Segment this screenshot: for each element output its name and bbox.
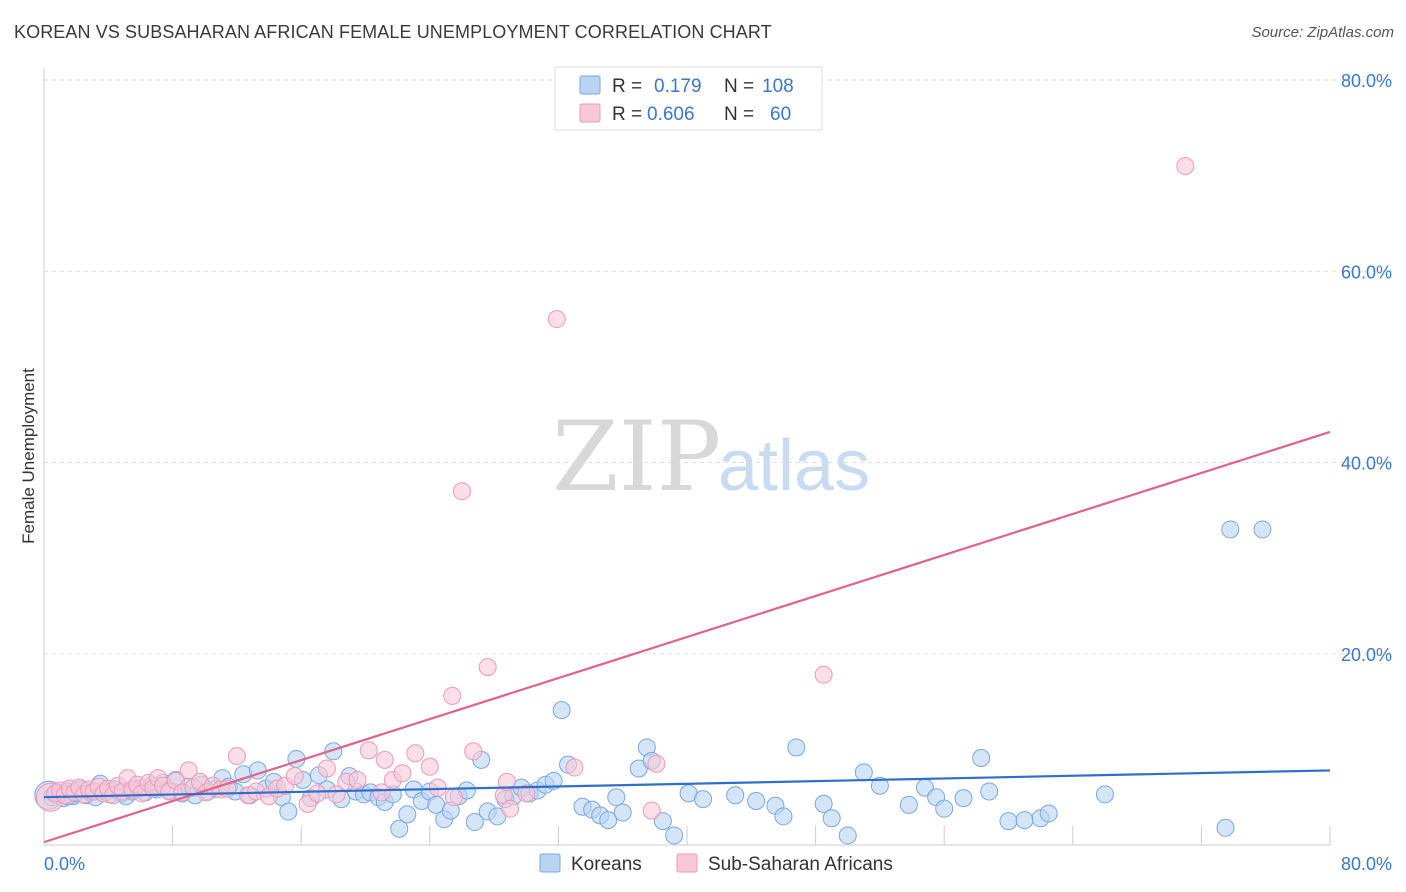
watermark-zip: ZIP [552, 401, 721, 513]
korean-point [774, 807, 793, 826]
korean-point [324, 742, 343, 761]
trend-lines [43, 430, 1331, 844]
x-tick-labels: 0.0% 80.0% [44, 854, 1392, 874]
subsaharan-points [35, 157, 1195, 820]
subsaharan-point [565, 758, 584, 777]
subsaharan-point [227, 747, 246, 766]
legend-n-label-koreans: N = [724, 76, 754, 97]
subsaharan-point [420, 757, 439, 776]
correlation-legend: R = 0.179 N = 108 R = 0.606 N = 60 [554, 66, 823, 131]
y-tick-label: 60.0% [1341, 262, 1392, 282]
legend-r-label-koreans: R = [612, 76, 642, 97]
korean-point [980, 782, 999, 801]
subsaharan-point [452, 482, 471, 501]
korean-point [552, 701, 571, 720]
korean-point [694, 790, 713, 809]
subsaharan-point [497, 772, 516, 791]
bottom-legend-swatch-koreans [539, 853, 561, 873]
korean-point [870, 776, 889, 795]
korean-point [822, 809, 841, 828]
watermark-atlas: atlas [718, 426, 870, 506]
subsaharan-trend-line [43, 430, 1331, 844]
y-axis-label: Female Unemployment [19, 368, 38, 544]
chart-title: KOREAN VS SUBSAHARAN AFRICAN FEMALE UNEM… [14, 22, 772, 42]
legend-r-value-subsaharan: 0.606 [647, 104, 695, 125]
subsaharan-point [647, 754, 666, 773]
subsaharan-point [814, 665, 833, 684]
korean-point [999, 812, 1018, 831]
subsaharan-point [443, 686, 462, 705]
y-tick-label: 20.0% [1341, 645, 1392, 665]
subsaharan-point [1176, 157, 1195, 176]
series-legend: Koreans Sub-Saharan Africans [539, 853, 893, 875]
grid-lines [44, 79, 1392, 655]
korean-point [279, 802, 298, 821]
subsaharan-point [285, 767, 304, 786]
subsaharan-point [372, 783, 391, 802]
korean-point [1216, 818, 1235, 837]
bottom-legend-label-subsaharan: Sub-Saharan Africans [708, 854, 893, 875]
korean-point [954, 789, 973, 808]
legend-n-value-subsaharan: 60 [770, 104, 791, 125]
subsaharan-point [464, 742, 483, 761]
korean-point [814, 794, 833, 813]
korean-point [1095, 785, 1114, 804]
subsaharan-point [642, 801, 661, 820]
legend-r-label-subsaharan: R = [612, 104, 642, 125]
legend-n-label-subsaharan: N = [724, 104, 754, 125]
subsaharan-point [517, 784, 536, 803]
subsaharan-point [348, 770, 367, 789]
subsaharan-point [406, 744, 425, 763]
x-tick-label-max: 80.0% [1341, 854, 1392, 874]
korean-point [607, 788, 626, 807]
subsaharan-point [375, 750, 394, 769]
source-label: Source: ZipAtlas.com [1251, 24, 1394, 41]
korean-point [935, 799, 954, 818]
korean-point [726, 786, 745, 805]
subsaharan-point [308, 784, 327, 803]
y-tick-label: 80.0% [1341, 71, 1392, 91]
legend-r-value-koreans: 0.179 [654, 76, 702, 97]
korean-point [747, 792, 766, 811]
subsaharan-point [547, 310, 566, 329]
legend-swatch-koreans [579, 75, 601, 95]
korean-point [390, 819, 409, 838]
subsaharan-point [359, 741, 378, 760]
subsaharan-point [317, 759, 336, 778]
bottom-legend-swatch-subsaharan [676, 853, 698, 873]
korean-point [854, 763, 873, 782]
subsaharan-point [501, 799, 520, 818]
y-tick-label: 40.0% [1341, 454, 1392, 474]
korean-point [544, 771, 563, 790]
korean-point [1253, 520, 1272, 539]
koreans-trend-line [43, 769, 1331, 799]
y-tick-labels: 20.0% 40.0% 60.0% 80.0% [1341, 71, 1392, 665]
legend-swatch-subsaharan [579, 103, 601, 123]
korean-point [972, 748, 991, 767]
korean-point [613, 803, 632, 822]
axes [43, 68, 1331, 846]
x-tick-label-min: 0.0% [44, 854, 85, 874]
korean-point [599, 811, 618, 830]
subsaharan-point [478, 658, 497, 677]
bottom-legend-label-koreans: Koreans [571, 854, 642, 875]
korean-point [465, 813, 484, 832]
korean-point [787, 738, 806, 757]
subsaharan-point [393, 764, 412, 783]
korean-point [1015, 811, 1034, 830]
korean-point [899, 795, 918, 814]
korean-point [653, 812, 672, 831]
korean-point [838, 826, 857, 845]
korean-point [665, 826, 684, 845]
korean-point [398, 805, 417, 824]
korean-point [1039, 804, 1058, 823]
legend-n-value-koreans: 108 [762, 76, 794, 97]
subsaharan-point [179, 761, 198, 780]
subsaharan-point [444, 788, 463, 807]
subsaharan-point [428, 778, 447, 797]
korean-point [1221, 520, 1240, 539]
